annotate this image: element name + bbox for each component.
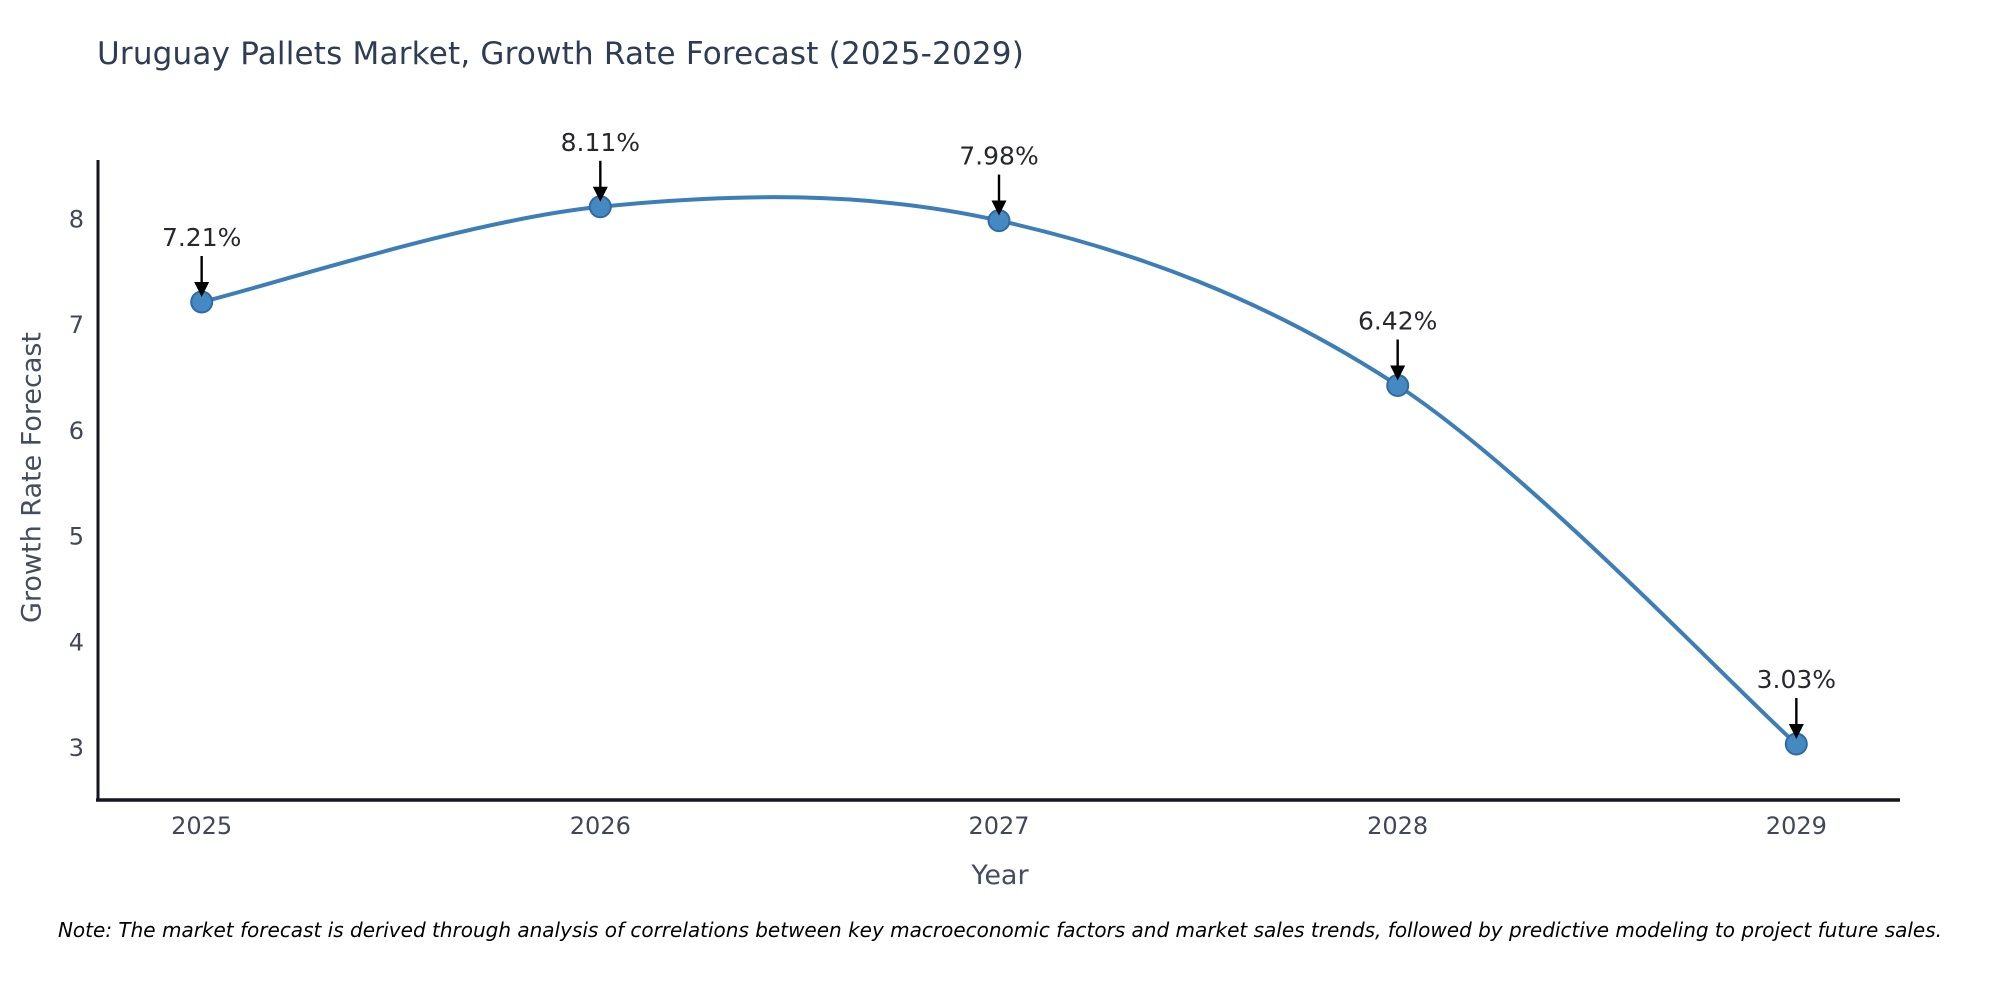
x-tick-label-2025: 2025 (171, 812, 232, 840)
annotation-arrow-head-2025 (194, 281, 210, 297)
y-tick-label-7: 7 (69, 311, 84, 339)
annotation-label-2026: 8.11% (561, 128, 640, 157)
forecast-line (199, 195, 1799, 746)
y-tick-label-5: 5 (69, 523, 84, 551)
x-tick-label-2027: 2027 (968, 812, 1029, 840)
annotation-label-2028: 6.42% (1358, 307, 1437, 336)
chart-title: Uruguay Pallets Market, Growth Rate Fore… (97, 36, 1025, 72)
x-axis-title: Year (971, 860, 1029, 891)
y-tick-label-4: 4 (69, 628, 84, 656)
y-tick-label-8: 8 (69, 205, 84, 233)
annotation-arrow-head-2029 (1788, 723, 1804, 739)
y-axis-title: Growth Rate Forecast (16, 331, 48, 624)
annotation-arrow-head-2027 (991, 200, 1007, 216)
annotation-arrow-head-2028 (1390, 365, 1406, 381)
y-tick-label-3: 3 (69, 734, 84, 762)
annotation-label-2025: 7.21% (162, 223, 241, 252)
annotation-label-2029: 3.03% (1757, 665, 1836, 694)
x-tick-label-2026: 2026 (570, 812, 631, 840)
annotation-arrow-head-2026 (592, 186, 608, 202)
annotation-label-2027: 7.98% (959, 142, 1038, 171)
x-tick-label-2028: 2028 (1367, 812, 1428, 840)
y-tick-label-6: 6 (69, 417, 84, 445)
x-tick-label-2029: 2029 (1766, 812, 1827, 840)
footnote: Note: The market forecast is derived thr… (57, 918, 1943, 942)
